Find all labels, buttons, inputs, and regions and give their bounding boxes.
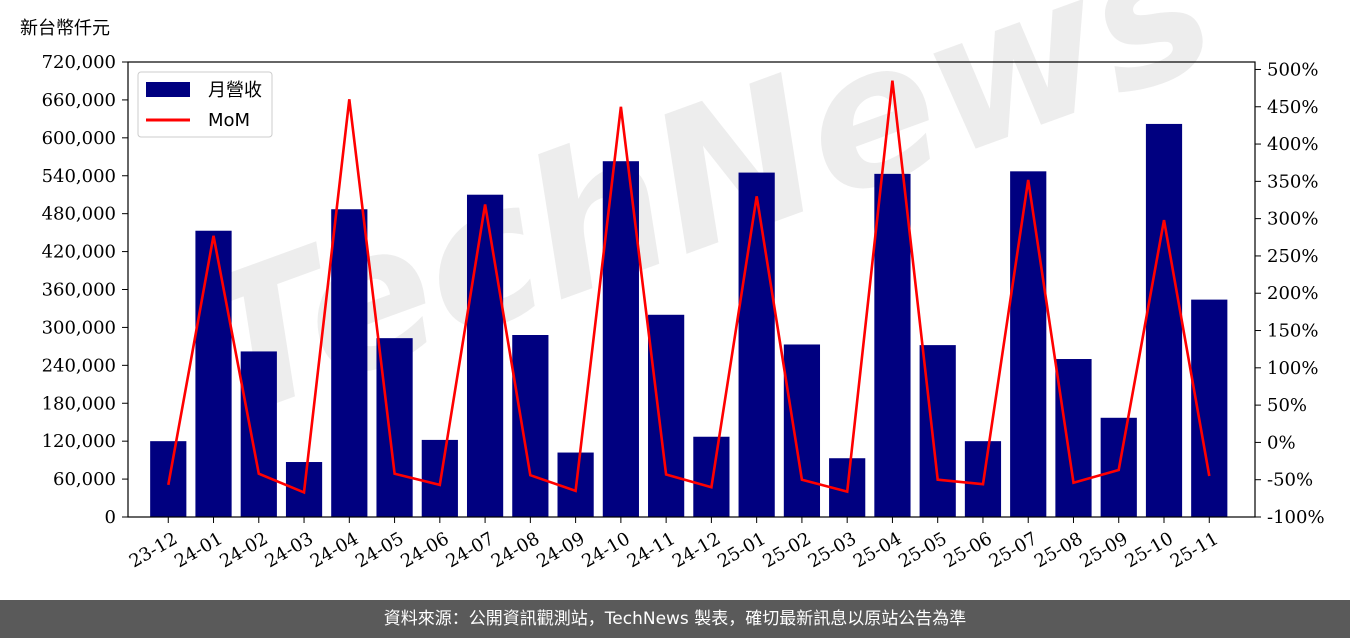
x-tick-label: 24-02	[216, 528, 271, 572]
left-tick-label: 420,000	[42, 242, 116, 263]
bar-series	[150, 123, 1228, 518]
right-tick-label: 0%	[1267, 432, 1296, 453]
right-tick-label: -100%	[1267, 507, 1325, 528]
legend-swatch-bar	[146, 82, 190, 97]
x-tick-label: 25-03	[805, 528, 860, 572]
right-tick-label: 400%	[1267, 134, 1318, 155]
mom-line	[167, 80, 1211, 495]
source-footer: 資料來源：公開資訊觀測站，TechNews 製表，確切最新訊息以原站公告為準	[0, 600, 1350, 638]
x-tick-label: 24-09	[533, 528, 588, 572]
left-tick-label: 300,000	[42, 317, 116, 338]
x-tick-label: 24-05	[352, 528, 407, 572]
x-tick-label: 25-10	[1121, 528, 1176, 572]
legend: 月營收 MoM	[137, 71, 273, 138]
x-tick-label: 25-01	[714, 528, 769, 572]
x-tick-label: 24-01	[171, 528, 226, 572]
x-tick-label: 25-02	[759, 528, 814, 572]
right-tick-label: 250%	[1267, 246, 1318, 267]
left-tick-label: 720,000	[42, 52, 116, 73]
right-tick-label: 150%	[1267, 321, 1318, 342]
bar-25-04	[874, 173, 911, 517]
bar-24-12	[693, 436, 730, 517]
bar-24-02	[240, 351, 277, 517]
x-tick-label: 24-08	[488, 528, 543, 572]
x-tick-label: 24-07	[443, 528, 498, 572]
x-tick-label: 25-05	[895, 528, 950, 572]
x-tick-label: 23-12	[126, 528, 181, 572]
bar-25-07	[1010, 171, 1047, 517]
y-axis-unit-label: 新台幣仟元	[20, 18, 110, 39]
right-tick-label: 500%	[1267, 59, 1318, 80]
left-tick-label: 120,000	[42, 431, 116, 452]
right-tick-label: 50%	[1267, 395, 1307, 416]
legend-label-revenue: 月營收	[208, 80, 262, 101]
x-tick-label: 25-08	[1031, 528, 1086, 572]
x-tick-label: 24-04	[307, 528, 362, 572]
right-tick-label: 350%	[1267, 171, 1318, 192]
bar-25-01	[738, 172, 775, 517]
left-tick-label: 360,000	[42, 280, 116, 301]
right-tick-label: 100%	[1267, 358, 1318, 379]
x-tick-label: 25-07	[986, 528, 1041, 572]
bar-25-08	[1055, 359, 1092, 517]
bar-25-02	[783, 344, 821, 517]
revenue-chart: TechNews 060,000120,000180,000240,000300…	[42, 0, 1325, 572]
left-tick-label: 660,000	[42, 90, 116, 111]
x-tick-label: 25-11	[1167, 528, 1222, 572]
right-tick-label: 300%	[1267, 209, 1318, 230]
left-tick-label: 60,000	[53, 469, 116, 490]
left-tick-label: 600,000	[42, 128, 116, 149]
right-tick-label: 200%	[1267, 283, 1318, 304]
right-tick-label: 450%	[1267, 97, 1318, 118]
bar-24-10	[602, 161, 639, 517]
bar-24-08	[512, 335, 549, 517]
left-tick-label: 480,000	[42, 204, 116, 225]
left-tick-label: 180,000	[42, 393, 116, 414]
right-tick-label: -50%	[1267, 470, 1313, 491]
left-tick-label: 0	[105, 507, 116, 528]
left-tick-label: 540,000	[42, 166, 116, 187]
x-tick-label: 24-06	[397, 528, 452, 572]
legend-label-mom: MoM	[208, 110, 250, 131]
x-tick-label: 25-04	[850, 528, 905, 572]
x-tick-label: 25-09	[1076, 528, 1131, 572]
x-tick-label: 25-06	[940, 528, 995, 572]
bar-24-04	[331, 209, 368, 518]
line-series	[167, 80, 1211, 495]
bar-25-10	[1145, 123, 1183, 518]
x-tick-label: 24-11	[624, 528, 679, 572]
x-tick-label: 24-10	[578, 528, 633, 572]
bar-24-07	[466, 194, 504, 518]
bar-24-11	[648, 314, 685, 517]
x-tick-label: 24-03	[262, 528, 317, 572]
x-tick-label: 24-12	[669, 528, 724, 572]
left-tick-label: 240,000	[42, 355, 116, 376]
bar-24-01	[195, 230, 232, 517]
